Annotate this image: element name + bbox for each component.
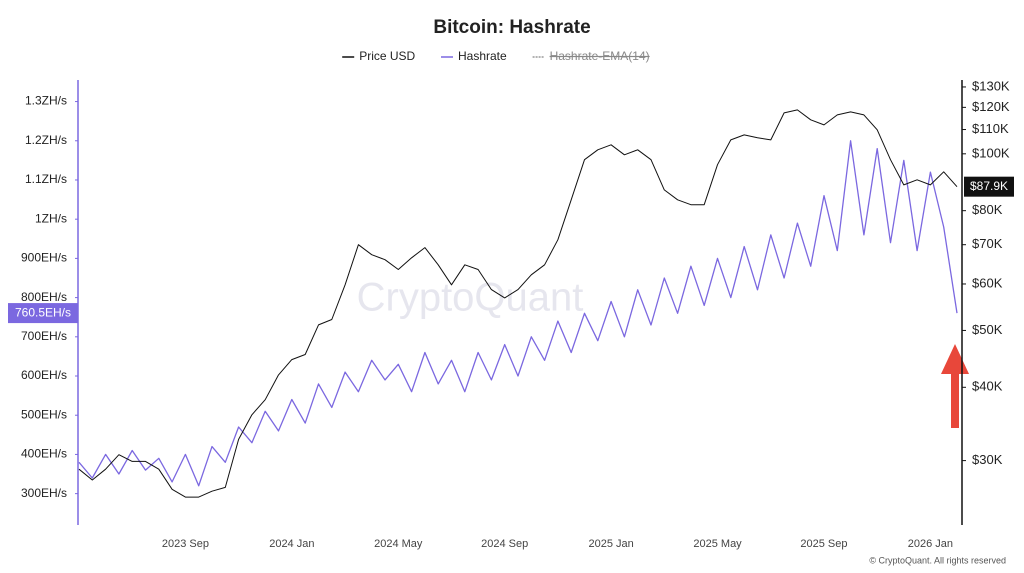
y2-tick-label: $30K [972,452,1003,467]
annotation-arrow [941,344,969,428]
y-tick-label: 1.2ZH/s [25,133,67,147]
x-tick-label: 2025 Sep [800,538,847,550]
y2-tick-label: $60K [972,275,1003,290]
y-tick-label: 400EH/s [21,447,67,461]
arrow-head [941,344,969,374]
y2-tick-label: $130K [972,78,1010,93]
x-tick-label: 2025 Jan [588,538,633,550]
legend-label: Hashrate-EMA(14) [550,49,650,63]
y-tick-label: 800EH/s [21,290,67,304]
y-tick-label: 300EH/s [21,486,67,500]
x-tick-label: 2025 May [693,538,742,550]
x-tick-label: 2023 Sep [162,538,209,550]
y2-tick-label: $50K [972,322,1003,337]
value-label: 760.5EH/s [15,305,71,319]
y2-tick-label: $120K [972,99,1010,114]
y-tick-label: 1.1ZH/s [25,172,67,186]
value-label: $87.9K [970,179,1008,193]
arrow-shaft [951,372,959,428]
y-tick-label: 500EH/s [21,407,67,421]
value-label-box [964,176,1014,197]
y2-tick-label: $100K [972,145,1010,160]
x-tick-label: 2024 Sep [481,538,528,550]
y2-tick-label: $110K [972,121,1009,136]
chart-title: Bitcoin: Hashrate [433,17,590,38]
legend-label: Price USD [359,49,415,63]
y2-tick-label: $80K [972,202,1003,217]
y-tick-label: 1.3ZH/s [25,94,67,108]
value-label-box [8,303,78,324]
y-tick-label: 600EH/s [21,368,67,382]
x-tick-label: 2024 Jan [269,538,314,550]
y2-tick-label: $40K [972,379,1003,394]
footer: © CryptoQuant. All rights reserved [869,555,1006,565]
y-tick-label: 1ZH/s [35,211,67,225]
legend-label: Hashrate [458,49,507,63]
watermark: CryptoQuant [357,276,584,320]
x-tick-label: 2024 May [374,538,423,550]
x-tick-label: 2026 Jan [908,538,953,550]
series-line [78,140,958,487]
series-line [78,109,958,498]
y-tick-label: 700EH/s [21,329,67,343]
y2-tick-label: $70K [972,236,1003,251]
y-tick-label: 900EH/s [21,251,67,265]
